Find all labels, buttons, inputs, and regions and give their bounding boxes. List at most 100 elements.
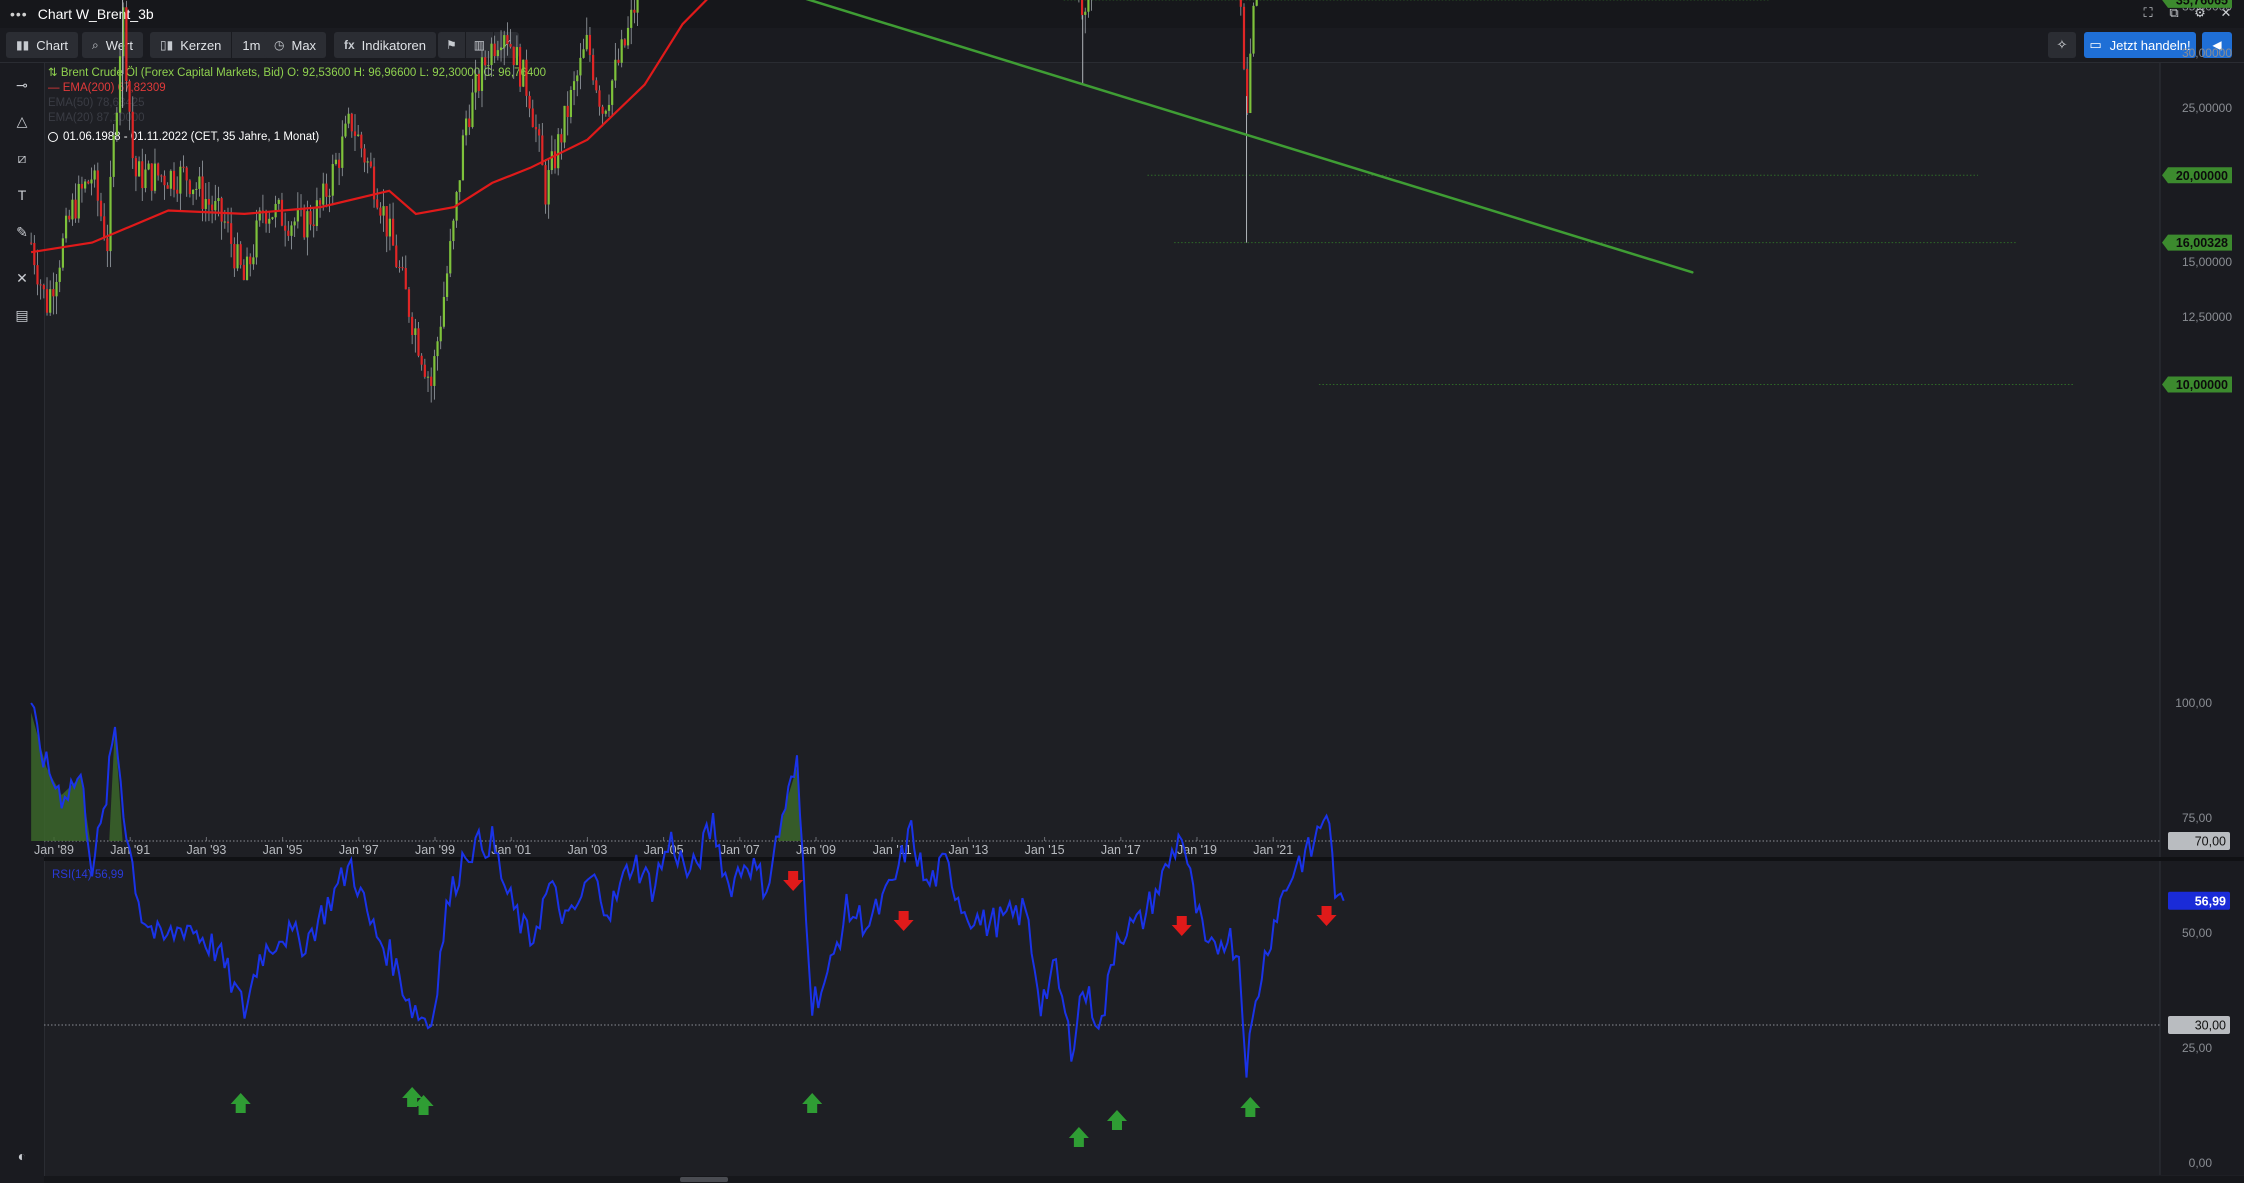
- time-tick-label: Jan '99: [415, 843, 455, 857]
- candle-body: [252, 257, 255, 265]
- collapse-panel-button[interactable]: ◀: [2202, 32, 2232, 58]
- magic-button[interactable]: ✧: [2048, 32, 2076, 58]
- candle-body: [39, 284, 42, 286]
- contrast-icon[interactable]: ◐: [17, 1148, 27, 1164]
- candle-body: [1252, 5, 1255, 54]
- candle-body: [550, 151, 553, 171]
- bookmark-button[interactable]: ⚑: [438, 32, 466, 58]
- candle-body: [166, 185, 169, 189]
- candle-body: [1255, 0, 1258, 6]
- candle-body: [58, 267, 61, 282]
- function-icon: fx: [344, 38, 355, 52]
- pencil-icon[interactable]: ✎: [16, 224, 28, 240]
- candle-body: [401, 267, 404, 269]
- candle-body: [185, 167, 188, 181]
- ticket-icon: ▭: [2089, 37, 2102, 52]
- time-scroll-thumb[interactable]: [680, 1177, 728, 1182]
- rsi-level-label: 70,00: [2195, 835, 2226, 849]
- candle-body: [588, 34, 592, 55]
- candle-body: [64, 215, 68, 239]
- candle-body: [576, 75, 579, 82]
- interval-button[interactable]: 1m: [232, 32, 270, 58]
- candle-body: [280, 199, 284, 226]
- candle-body: [538, 129, 541, 136]
- range-button[interactable]: ◷ Max: [264, 32, 326, 58]
- candle-body: [433, 356, 436, 386]
- candle-body: [1242, 6, 1246, 69]
- candle-body: [560, 134, 563, 143]
- candle-body: [439, 326, 442, 342]
- sell-signal-arrow: [893, 911, 914, 931]
- candle-body: [115, 112, 118, 136]
- candle-body: [391, 218, 395, 246]
- rsi-tick-label: 75,00: [2182, 811, 2212, 825]
- candle-body: [217, 198, 220, 202]
- trade-button[interactable]: ▭ Jetzt handeln!: [2084, 32, 2196, 58]
- time-tick-label: Jan '03: [567, 843, 607, 857]
- candle-body: [147, 163, 150, 170]
- trade-button-label: Jetzt handeln!: [2109, 37, 2191, 53]
- candle-body: [344, 123, 347, 137]
- candle-body: [77, 183, 80, 219]
- range-label: Max: [291, 37, 317, 53]
- candle-body: [191, 189, 195, 195]
- level-price-marker: [2162, 167, 2232, 184]
- candle-body: [582, 49, 585, 58]
- candle-icon: ⇅: [48, 67, 58, 79]
- candle-body: [385, 206, 388, 237]
- candle-body: [141, 161, 144, 189]
- candle-body: [99, 200, 103, 217]
- candle-body: [522, 59, 525, 87]
- triangle-icon[interactable]: △: [16, 113, 28, 129]
- popout-icon[interactable]: ⧉: [2169, 5, 2179, 20]
- candle-body: [604, 110, 607, 114]
- candle-body: [493, 43, 496, 57]
- calculator-icon[interactable]: ▤: [15, 307, 29, 323]
- candle-body: [347, 113, 350, 124]
- candle-body: [496, 50, 499, 57]
- time-tick-label: Jan '89: [34, 843, 74, 857]
- candle-body: [490, 43, 493, 66]
- crosshair-line-icon[interactable]: ⊸: [16, 77, 28, 93]
- ema-legend[interactable]: — EMA(200) 67,82309: [48, 82, 166, 94]
- trendlines[interactable]: [725, 0, 1694, 274]
- candle-body: [201, 176, 204, 209]
- candle-body: [487, 65, 490, 67]
- indicators-button[interactable]: fx Indikatoren: [334, 32, 436, 58]
- rsi-tick-label: 50,00: [2182, 926, 2212, 940]
- text-tool-icon[interactable]: T: [17, 187, 27, 203]
- candle-body: [93, 170, 96, 180]
- candle-body: [172, 170, 176, 190]
- candle-body: [118, 56, 122, 113]
- candle-body: [74, 199, 77, 219]
- expand-icon[interactable]: ⛶: [2143, 5, 2153, 20]
- wrench-icon[interactable]: ✕: [16, 270, 28, 286]
- candles-button[interactable]: ▯▮ Kerzen: [150, 32, 233, 58]
- candle-body: [322, 183, 325, 205]
- candle-body: [131, 111, 134, 159]
- candle-body: [436, 341, 439, 357]
- candle-body: [449, 241, 452, 274]
- time-scrollbar[interactable]: [44, 1176, 2244, 1183]
- level-price-marker: [2162, 0, 2232, 8]
- rsi-level-marker: [2168, 832, 2230, 850]
- drawing-button[interactable]: ⟋: [494, 32, 518, 58]
- pattern-icon[interactable]: ⧄: [17, 150, 27, 166]
- chart-button[interactable]: ▮▮ Chart: [6, 32, 78, 58]
- buy-signal-arrow: [1068, 1127, 1089, 1147]
- candle-body: [430, 376, 433, 386]
- close-icon[interactable]: ✕: [2220, 5, 2232, 20]
- candle-body: [214, 201, 217, 211]
- candle-body: [585, 34, 588, 50]
- candle-body: [468, 118, 471, 128]
- ellipsis-icon[interactable]: •••: [10, 6, 28, 22]
- buy-signal-arrow: [1106, 1110, 1127, 1130]
- candle-body: [484, 57, 487, 66]
- candle-body: [569, 89, 572, 118]
- candle-body: [287, 230, 290, 236]
- candle-body: [465, 118, 468, 136]
- candle-body: [445, 273, 449, 297]
- gear-icon[interactable]: ⚙: [2194, 5, 2206, 20]
- candle-body: [1087, 0, 1090, 12]
